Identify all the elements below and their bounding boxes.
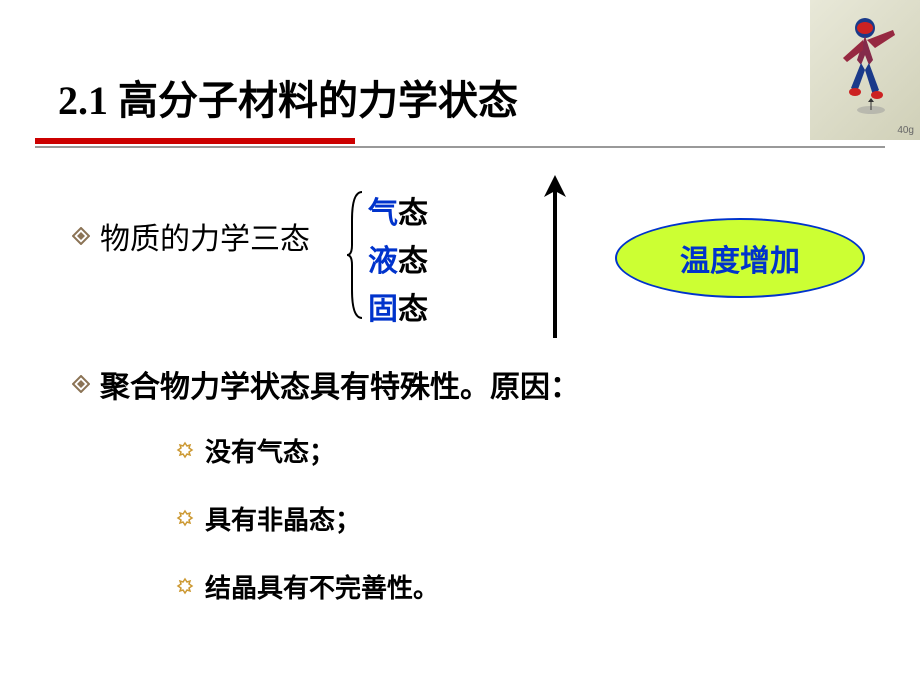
sub-1-text: 没有气态； [205, 432, 335, 469]
bullet-item-1: 物质的力学三态 [72, 214, 310, 258]
bullet-1-text: 物质的力学三态 [100, 214, 310, 258]
diamond-bullet-icon [72, 375, 90, 393]
arrow-up-icon [540, 175, 570, 340]
bullet-2-text: 聚合物力学状态具有特殊性。原因： [100, 362, 580, 406]
sub-bullet-2: 具有非晶态； [175, 500, 361, 537]
ellipse-text: 温度增加 [680, 236, 800, 280]
sub-bullet-1: 没有气态； [175, 432, 335, 469]
gear-bullet-icon [175, 577, 195, 597]
gear-bullet-icon [175, 509, 195, 529]
bullet-item-2: 聚合物力学状态具有特殊性。原因： [72, 362, 580, 406]
sub-2-text: 具有非晶态； [205, 500, 361, 537]
state-solid: 固态 [368, 286, 428, 334]
sub-bullet-3: 结晶具有不完善性。 [175, 568, 439, 605]
states-list: 气态 液态 固态 [368, 190, 428, 334]
corner-image-label: 40g [897, 125, 914, 136]
state-gas: 气态 [368, 190, 428, 238]
left-bracket-icon [346, 190, 364, 320]
section-title: 2.1 高分子材料的力学状态 [58, 68, 518, 126]
gear-bullet-icon [175, 441, 195, 461]
diamond-bullet-icon [72, 227, 90, 245]
temperature-ellipse: 温度增加 [615, 218, 865, 298]
corner-image: 40g [810, 0, 920, 140]
state-liquid: 液态 [368, 238, 428, 286]
sub-3-text: 结晶具有不完善性。 [205, 568, 439, 605]
title-underline [35, 138, 885, 150]
